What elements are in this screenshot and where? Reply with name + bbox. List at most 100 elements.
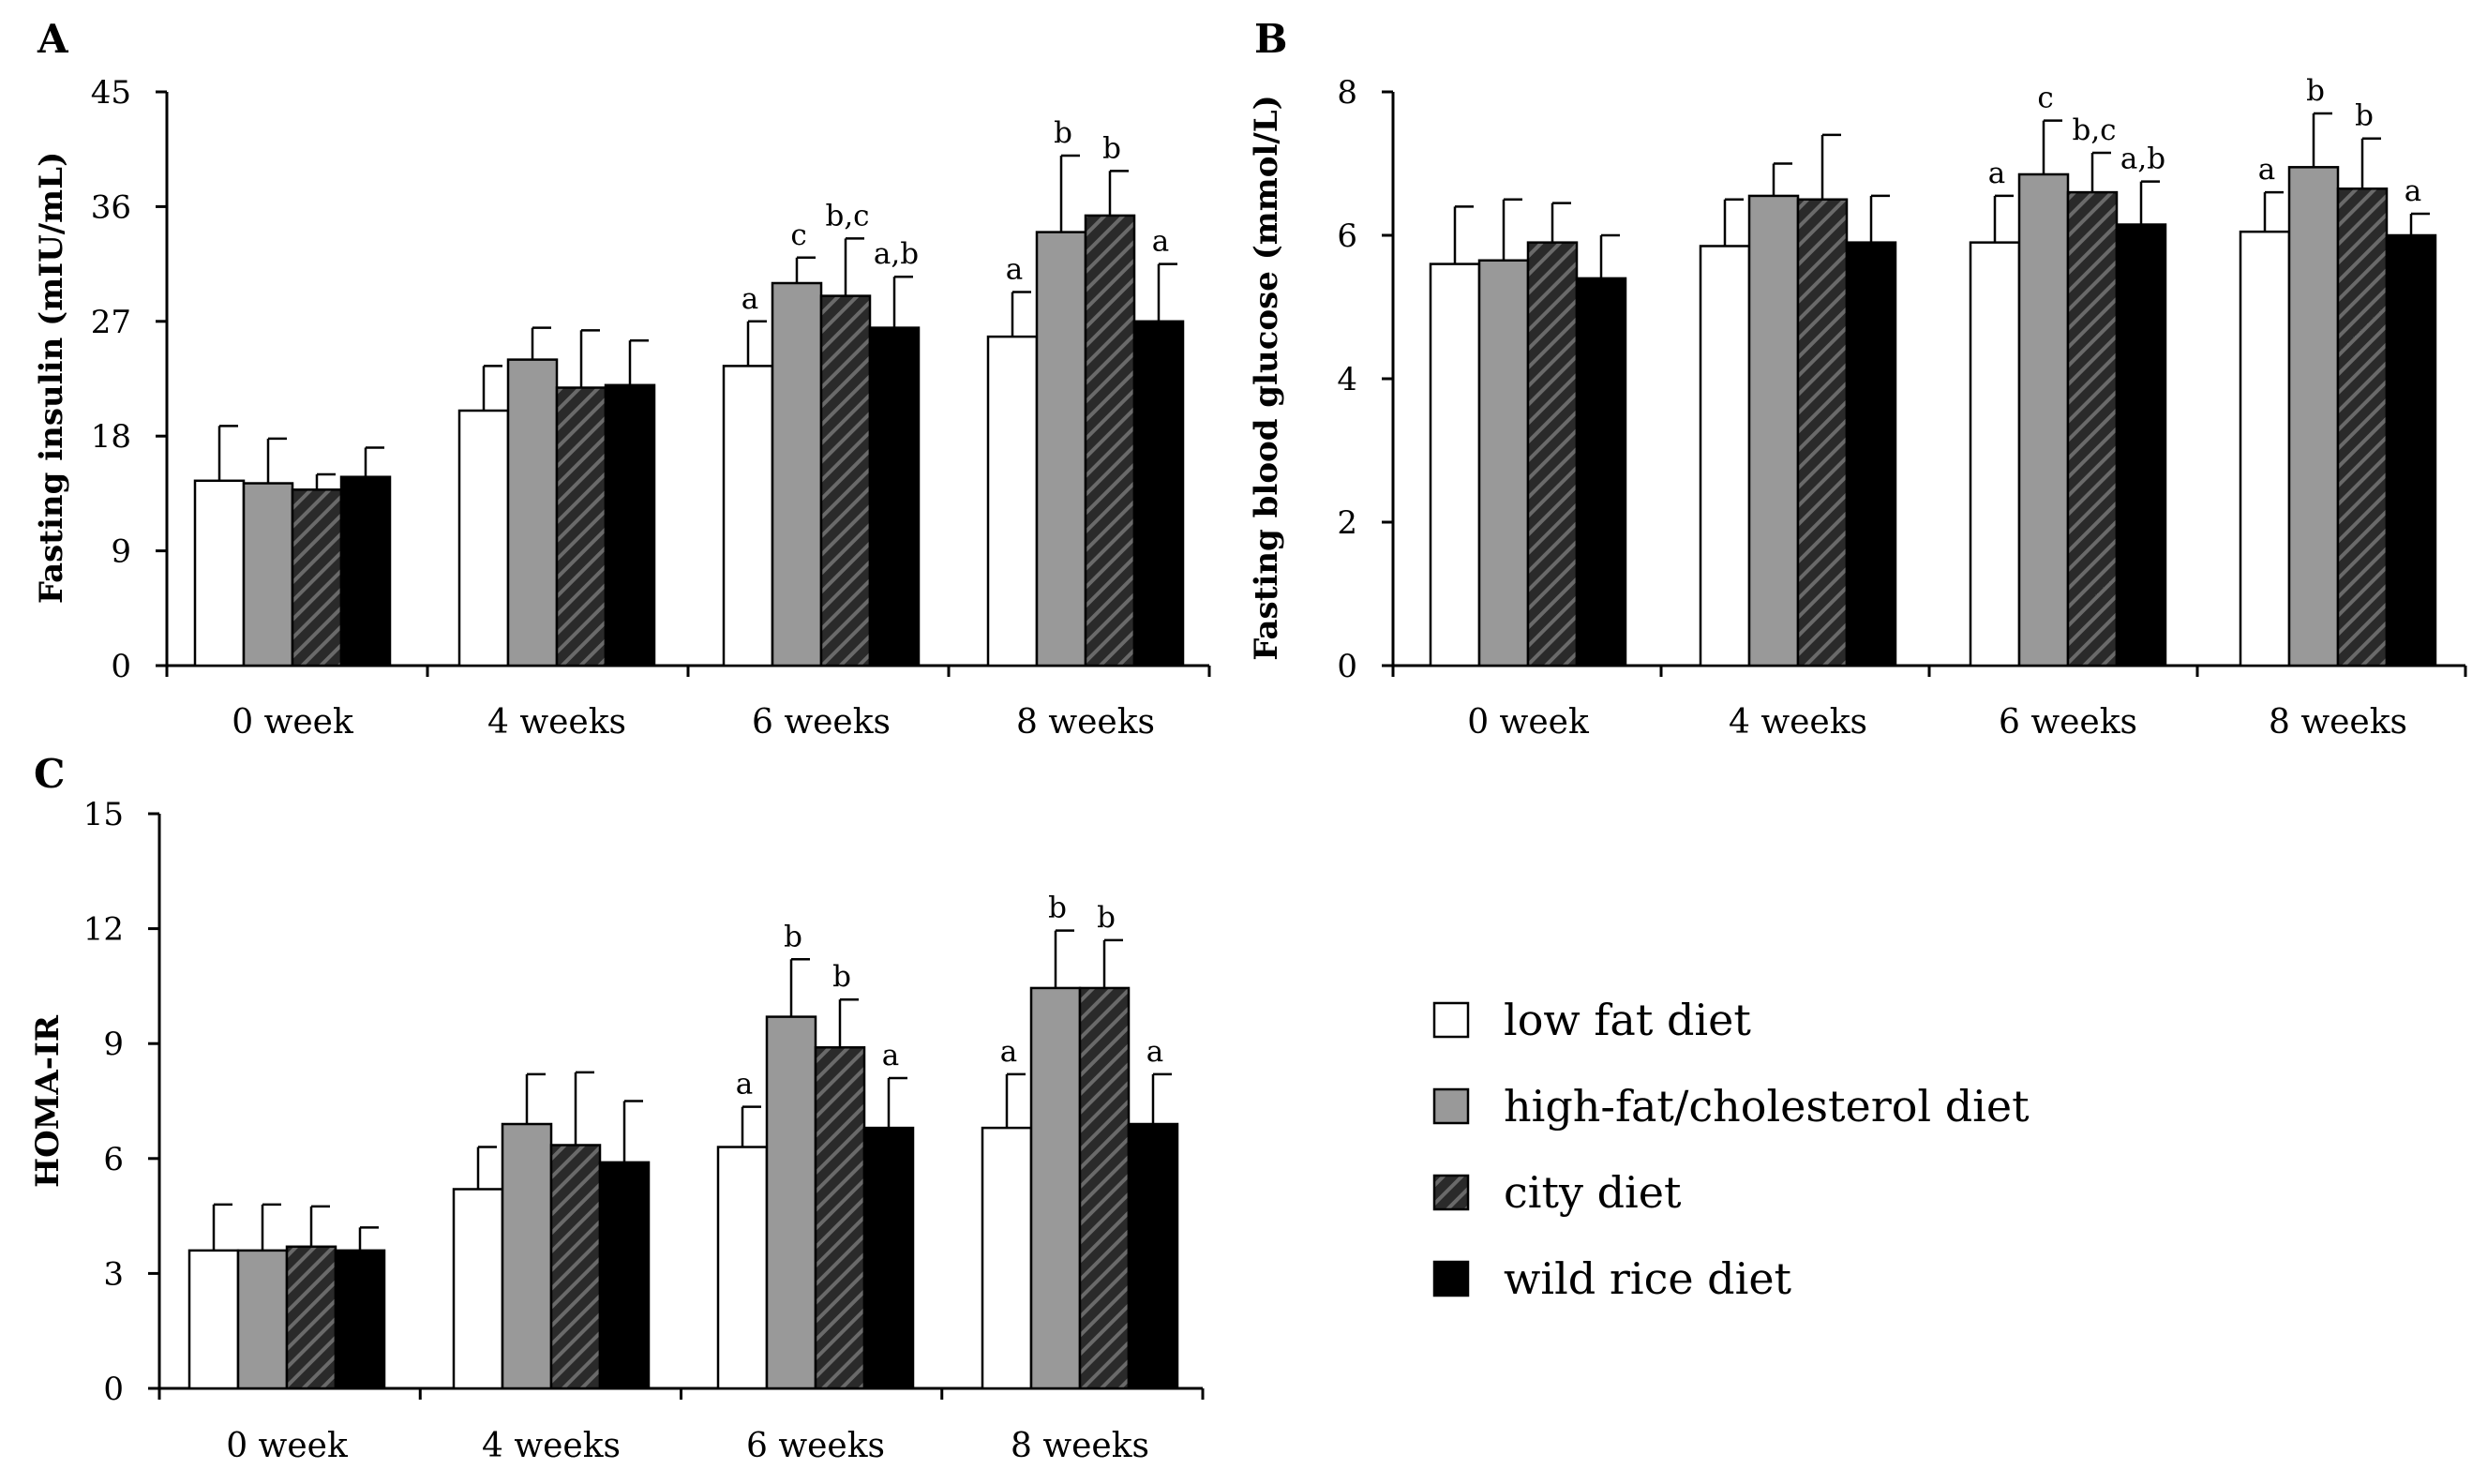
panel-a-sig-label: b bbox=[1054, 116, 1072, 150]
panel-c-bar-wild-rice bbox=[862, 1126, 915, 1390]
panel-c-ytick-label: 6 bbox=[103, 1141, 124, 1178]
panel-c-sig-label: b bbox=[1097, 901, 1116, 935]
panel-a-ytick-label: 9 bbox=[111, 533, 131, 571]
panel-b-bar-low-fat bbox=[1969, 241, 2021, 667]
panel-b-sig-label: b bbox=[2306, 74, 2325, 108]
panel-b-bar-wild-rice bbox=[2385, 233, 2437, 667]
panel-b-plot: 0 2 4 6 8 0 week 4 weeks a c b,ca,b 6 weeks a bb a 8 w… bbox=[1337, 74, 2467, 742]
panel-c-sig-label: a bbox=[1000, 1035, 1017, 1069]
panel-b-ytick-label: 8 bbox=[1337, 74, 1357, 112]
panel-a: A Fasting insulin (mIU/mL) 0 9 18 27 36 45 0 w… bbox=[33, 16, 1211, 742]
panel-a-bar-wild-rice bbox=[339, 475, 392, 667]
legend-swatch-city bbox=[1432, 1174, 1470, 1211]
panel-b-ytick-label: 2 bbox=[1337, 504, 1357, 542]
panel-a-ytick-label: 45 bbox=[91, 74, 131, 112]
panel-c-sig-label: a bbox=[882, 1039, 899, 1072]
panel-b-bar-high-fat bbox=[2017, 172, 2070, 667]
panel-label-b: B bbox=[1254, 16, 1288, 62]
panel-a-bar-low-fat bbox=[193, 479, 246, 667]
panel-a-bar-high-fat bbox=[771, 281, 823, 667]
panel-c-bar-high-fat bbox=[1029, 986, 1082, 1390]
panel-c-bar-wild-rice bbox=[598, 1161, 651, 1390]
panel-b-category-label: 6 weeks bbox=[1999, 703, 2137, 742]
panel-a-bar-high-fat bbox=[242, 482, 294, 667]
panel-a-ytick-label: 27 bbox=[91, 304, 131, 341]
panel-label-a: A bbox=[37, 16, 69, 62]
panel-b-sig-label: a bbox=[2258, 153, 2275, 187]
panel-a-sig-label: a bbox=[1152, 225, 1169, 259]
panel-b-bar-city bbox=[2066, 190, 2119, 667]
panel-label-c: C bbox=[34, 751, 65, 797]
panel-c-bar-high-fat bbox=[236, 1249, 289, 1390]
panel-c-ytick-label: 0 bbox=[103, 1371, 124, 1408]
panel-a-category-label: 0 week bbox=[232, 703, 354, 742]
panel-b-sig-label: a bbox=[2405, 174, 2421, 208]
panel-b-bar-high-fat bbox=[1477, 259, 1530, 667]
panel-c-category-label: 4 weeks bbox=[482, 1427, 621, 1465]
panel-a-bar-low-fat bbox=[986, 335, 1039, 667]
panel-b-bar-low-fat bbox=[1429, 262, 1481, 667]
panel-a-sig-label: b,c bbox=[825, 199, 869, 232]
panel-a-bar-city bbox=[819, 294, 872, 667]
panel-c-bar-low-fat bbox=[187, 1249, 240, 1390]
legend-item-city: city diet bbox=[1432, 1167, 1682, 1218]
legend-label-wild-rice: wild rice diet bbox=[1504, 1253, 1792, 1304]
legend-swatch-low-fat bbox=[1432, 1001, 1470, 1039]
panel-a-ytick-label: 0 bbox=[111, 648, 131, 685]
panel-a-bar-high-fat bbox=[1035, 231, 1087, 667]
legend-swatch-high-fat bbox=[1432, 1087, 1470, 1125]
panel-b-category-label: 8 weeks bbox=[2269, 703, 2407, 742]
panel-c-sig-label: a bbox=[1146, 1035, 1163, 1069]
panel-a-bar-low-fat bbox=[722, 365, 774, 667]
panel-c-ytick-label: 15 bbox=[83, 796, 124, 833]
legend-item-low-fat: low fat diet bbox=[1432, 995, 1751, 1045]
legend-label-low-fat: low fat diet bbox=[1504, 995, 1751, 1045]
panel-b-ytick-label: 6 bbox=[1337, 217, 1357, 255]
panel-b-bar-wild-rice bbox=[2115, 223, 2167, 667]
panel-a-bar-wild-rice bbox=[604, 383, 656, 667]
panel-b-bar-city bbox=[2336, 187, 2389, 667]
panel-b-bar-high-fat bbox=[2287, 166, 2340, 667]
panel-a-bar-city bbox=[1084, 214, 1136, 667]
panel-a-sig-label: a bbox=[742, 282, 758, 316]
panel-c-ylabel: HOMA-IR bbox=[29, 1014, 67, 1188]
panel-c-sig-label: b bbox=[832, 960, 851, 994]
panel-b-sig-label: b,c bbox=[2072, 113, 2116, 147]
panel-b: B Fasting blood glucose (mmol/L) 0 2 4 6 8 0 … bbox=[1248, 16, 2467, 742]
panel-a-category-label: 4 weeks bbox=[487, 703, 626, 742]
legend-label-high-fat: high-fat/cholesterol diet bbox=[1504, 1081, 2030, 1132]
panel-c-ytick-label: 9 bbox=[103, 1026, 124, 1063]
panel-a-bar-city bbox=[555, 386, 607, 667]
panel-b-ylabel: Fasting blood glucose (mmol/L) bbox=[1248, 95, 1285, 661]
panel-a-sig-label: a,b bbox=[874, 237, 919, 271]
legend: low fat diet high-fat/cholesterol diet c… bbox=[1432, 995, 2030, 1304]
panel-a-ytick-label: 36 bbox=[91, 188, 131, 226]
legend-item-wild-rice: wild rice diet bbox=[1432, 1253, 1792, 1304]
panel-c-category-label: 8 weeks bbox=[1011, 1427, 1149, 1465]
panel-b-sig-label: c bbox=[2037, 82, 2053, 115]
panel-b-ytick-label: 0 bbox=[1337, 648, 1357, 685]
panel-c-bar-wild-rice bbox=[334, 1249, 386, 1390]
panel-c-bar-city bbox=[1078, 986, 1131, 1390]
panel-c-sig-label: b bbox=[1048, 892, 1067, 925]
panel-a-bar-wild-rice bbox=[1132, 320, 1185, 667]
panel-c-bar-low-fat bbox=[716, 1146, 769, 1390]
panel-a-bar-high-fat bbox=[506, 358, 559, 667]
panel-c-bar-city bbox=[549, 1144, 602, 1390]
panel-b-bar-city bbox=[1526, 241, 1579, 667]
legend-label-city: city diet bbox=[1504, 1167, 1682, 1218]
panel-b-bar-wild-rice bbox=[1575, 277, 1627, 667]
panel-c-bar-low-fat bbox=[981, 1126, 1033, 1390]
panel-a-category-label: 6 weeks bbox=[752, 703, 891, 742]
panel-b-category-label: 0 week bbox=[1467, 703, 1590, 742]
panel-a-ylabel: Fasting insulin (mIU/mL) bbox=[33, 152, 70, 604]
panel-c-ytick-label: 12 bbox=[83, 911, 124, 949]
panel-b-category-label: 4 weeks bbox=[1729, 703, 1867, 742]
legend-swatch-wild-rice bbox=[1432, 1260, 1470, 1297]
panel-a-bar-low-fat bbox=[457, 409, 510, 667]
panel-b-bar-wild-rice bbox=[1845, 241, 1897, 667]
panel-c-bar-low-fat bbox=[452, 1188, 504, 1390]
